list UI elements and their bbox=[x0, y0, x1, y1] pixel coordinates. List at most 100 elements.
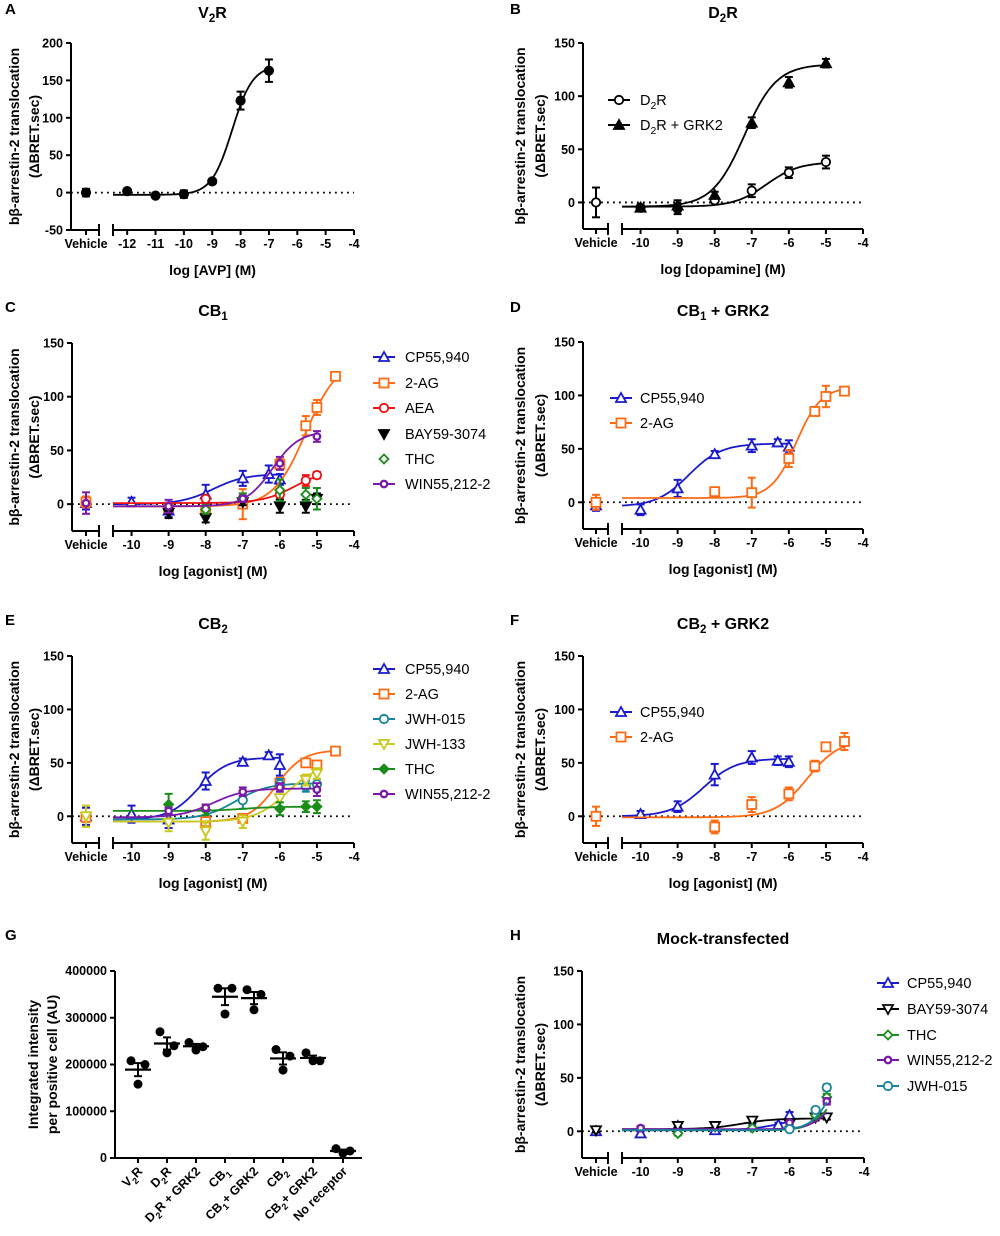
axes bbox=[67, 342, 355, 537]
legend-item: CP55,940 bbox=[610, 705, 705, 721]
data-point bbox=[227, 983, 237, 993]
data-point bbox=[783, 788, 795, 800]
x-tick-label: -6 bbox=[783, 536, 794, 550]
panel-letter: H bbox=[510, 927, 521, 944]
y-axis-label: bβ-arrestin-2 translocation bbox=[512, 976, 528, 1153]
data-point bbox=[300, 475, 311, 486]
data-point bbox=[820, 391, 832, 402]
legend-label: JWH-015 bbox=[907, 1079, 967, 1095]
x-tick-label: -5 bbox=[320, 237, 331, 251]
x-tick-label: -10 bbox=[632, 1165, 650, 1179]
category-group bbox=[183, 1038, 209, 1055]
legend-item: AEA bbox=[373, 401, 434, 417]
category-group bbox=[270, 1045, 296, 1075]
data-point bbox=[126, 1056, 136, 1066]
legend-marker bbox=[614, 391, 628, 403]
fit-curve bbox=[622, 388, 845, 499]
x-tick-label: -4 bbox=[857, 536, 868, 550]
data-point bbox=[249, 1005, 259, 1015]
data-point bbox=[299, 501, 313, 514]
data-point bbox=[771, 753, 785, 766]
x-tick-label: -4 bbox=[857, 850, 868, 864]
y-tick-label: 100 bbox=[43, 703, 64, 717]
legend-item: WIN55,212-2 bbox=[373, 787, 490, 803]
data-point bbox=[746, 487, 758, 499]
x-tick-label: -9 bbox=[207, 237, 218, 251]
vehicle-point bbox=[590, 810, 602, 822]
y-axis-label: per positive cell (AU) bbox=[44, 995, 60, 1134]
panel-title: V2​R bbox=[198, 5, 227, 25]
data-point bbox=[237, 795, 248, 806]
legend-label: CP55,940 bbox=[405, 662, 470, 678]
data-point bbox=[164, 806, 174, 816]
data-point bbox=[312, 432, 322, 441]
data-point bbox=[162, 817, 176, 830]
data-point bbox=[311, 402, 323, 413]
legend-marker bbox=[378, 453, 390, 465]
x-axis-label: log [agonist] (M) bbox=[669, 875, 778, 891]
legend-item: BAY59-3074 bbox=[877, 1002, 988, 1018]
data-point bbox=[164, 501, 174, 511]
x-tick-label: -12 bbox=[118, 237, 136, 251]
data-point bbox=[820, 156, 832, 168]
data-point bbox=[300, 420, 312, 432]
data-point bbox=[238, 787, 248, 797]
data-point bbox=[771, 1118, 785, 1130]
legend-label: THC bbox=[405, 762, 435, 778]
data-point bbox=[273, 758, 287, 770]
error-bar bbox=[134, 1062, 142, 1078]
data-point bbox=[271, 1045, 281, 1055]
x-axis-label: log [agonist] (M) bbox=[669, 561, 778, 577]
data-point bbox=[809, 406, 821, 417]
legend-item: JWH-133 bbox=[373, 737, 465, 753]
legend-label: CP55,940 bbox=[907, 976, 972, 992]
x-category-label: V2​R bbox=[119, 1164, 147, 1192]
data-point bbox=[745, 1115, 759, 1128]
legend-marker bbox=[883, 1055, 893, 1065]
data-point bbox=[199, 826, 213, 839]
y-axis-label: (ΔBRET.sec) bbox=[532, 1023, 548, 1106]
data-point bbox=[745, 750, 759, 763]
series-cp55-940 bbox=[589, 1108, 797, 1139]
category-group bbox=[212, 983, 238, 1019]
series-cp55-940 bbox=[79, 748, 287, 830]
data-point bbox=[820, 741, 832, 753]
data-point bbox=[809, 760, 821, 772]
x-tick-label: -8 bbox=[200, 850, 211, 864]
y-axis-label: (ΔBRET.sec) bbox=[26, 708, 42, 791]
x-tick-label: -6 bbox=[274, 538, 285, 552]
x-tick-label: -4 bbox=[348, 850, 359, 864]
data-point bbox=[839, 385, 850, 397]
legend-item: 2-AG bbox=[373, 687, 439, 703]
vehicle-point bbox=[79, 811, 93, 824]
legend-marker bbox=[378, 713, 390, 725]
x-tick-label: -10 bbox=[631, 850, 649, 864]
data-point bbox=[155, 1027, 165, 1037]
data-point bbox=[256, 989, 266, 999]
legend: CP55,940 2-AG JWH-015 JWH-133 THC WIN55,212-2 bbox=[373, 662, 490, 803]
panel-b: B 0 50 100 150 -10 -9 -8 -7 -6 -5 -4 Vehicle D2​R log … bbox=[510, 1, 869, 277]
legend-marker bbox=[882, 1080, 894, 1092]
series-d2r bbox=[590, 154, 832, 219]
data-point bbox=[634, 200, 648, 213]
data-point bbox=[709, 821, 721, 833]
data-point bbox=[300, 800, 312, 813]
legend: CP55,940 2-AG AEA BAY59-3074 THC WIN55,212-2 bbox=[373, 350, 490, 493]
x-tick-label: -7 bbox=[746, 850, 757, 864]
category-group bbox=[300, 1048, 326, 1066]
data-point bbox=[184, 1038, 194, 1048]
x-tick-label: -6 bbox=[784, 1165, 795, 1179]
legend-label: 2-AG bbox=[640, 730, 674, 746]
series-win55-212-2 bbox=[113, 782, 322, 819]
y-tick-label: 150 bbox=[42, 74, 63, 88]
x-tick-label: -5 bbox=[820, 536, 831, 550]
data-point bbox=[634, 1126, 648, 1139]
panel-letter: G bbox=[5, 927, 17, 944]
axes bbox=[578, 655, 864, 849]
x-tick-label: -8 bbox=[200, 538, 211, 552]
x-axis-label: log [agonist] (M) bbox=[159, 875, 268, 891]
data-point bbox=[784, 1124, 795, 1135]
legend: CP55,940 2-AG bbox=[610, 705, 705, 746]
x-tick-label: -9 bbox=[672, 850, 683, 864]
